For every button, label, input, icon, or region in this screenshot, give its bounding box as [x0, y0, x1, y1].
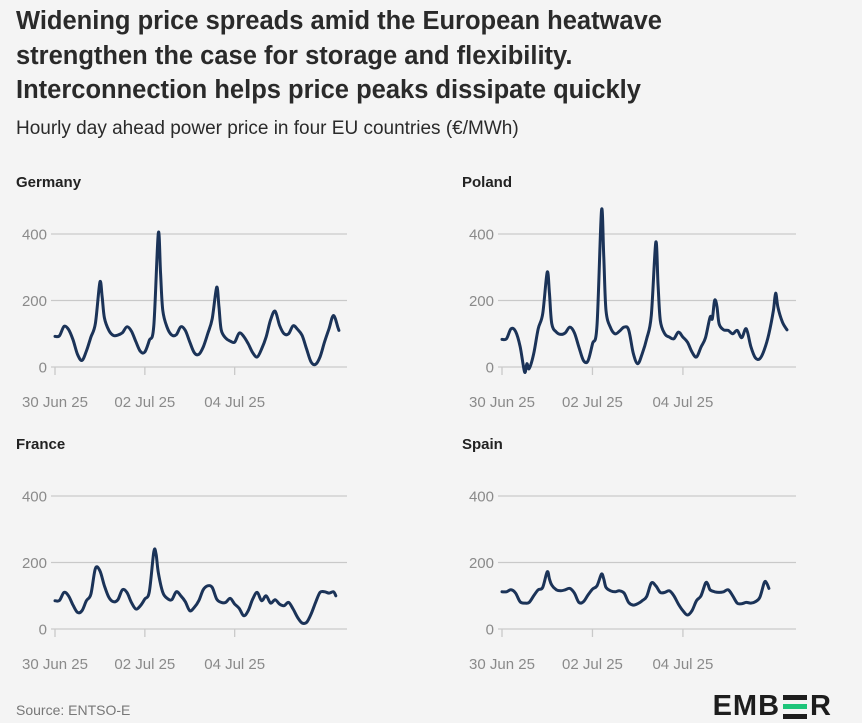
x-tick-label-2: 04 Jul 25 [204, 656, 265, 673]
y-tick-label-400: 400 [22, 227, 47, 244]
logo-e-mark [783, 694, 808, 719]
y-tick-label-0: 0 [486, 622, 494, 639]
y-tick-label-200: 200 [469, 293, 494, 310]
x-tick-label-2: 04 Jul 25 [652, 656, 713, 673]
panel-title-france: France [16, 436, 65, 453]
panel-title-germany: Germany [16, 174, 82, 191]
title-line-1: Widening price spreads amid the European… [16, 7, 662, 35]
panel-spain: Spain 0 200 400 30 Jun 25 02 Jul 25 04 Jul 25 [462, 436, 796, 673]
y-tick-label-0: 0 [39, 622, 47, 639]
logo-text-right: R [810, 690, 832, 722]
y-tick-label-200: 200 [22, 555, 47, 572]
price-line-poland [500, 207, 789, 374]
y-tick-label-400: 400 [469, 489, 494, 506]
panel-germany: Germany 0 200 400 30 Jun 25 02 Jul 25 04 Jul 2… [16, 174, 347, 411]
price-line-france [53, 547, 338, 626]
x-tick-label-0: 30 Jun 25 [22, 394, 88, 411]
x-tick-label-1: 02 Jul 25 [114, 656, 175, 673]
title-line-2: strengthen the case for storage and flex… [16, 41, 573, 70]
title-line-3: Interconnection helps price peaks dissip… [16, 76, 641, 104]
y-tick-label-0: 0 [39, 360, 47, 377]
x-tick-label-2: 04 Jul 25 [204, 394, 265, 411]
panel-france: France 0 200 400 30 Jun 25 02 Jul 25 04 Jul 25 [16, 436, 347, 673]
x-tick-label-1: 02 Jul 25 [114, 394, 175, 411]
price-line-germany [53, 230, 341, 367]
x-tick-label-0: 30 Jun 25 [469, 394, 535, 411]
y-tick-label-400: 400 [22, 489, 47, 506]
x-tick-label-2: 04 Jul 25 [652, 394, 713, 411]
y-tick-label-200: 200 [469, 555, 494, 572]
chart-subtitle: Hourly day ahead power price in four EU … [16, 118, 519, 139]
panel-title-spain: Spain [462, 436, 503, 453]
logo-text-left: EMB [712, 690, 781, 722]
y-tick-label-0: 0 [486, 360, 494, 377]
x-tick-label-1: 02 Jul 25 [562, 394, 623, 411]
x-tick-label-0: 30 Jun 25 [469, 656, 535, 673]
panel-poland: Poland 0 200 400 30 Jun 25 02 Jul 25 04 Jul 25 [462, 174, 796, 411]
price-line-spain [500, 570, 771, 617]
y-tick-label-200: 200 [22, 293, 47, 310]
ember-logo: EMB R [713, 690, 832, 723]
source-note: Source: ENTSO-E [16, 702, 131, 718]
x-tick-label-0: 30 Jun 25 [22, 656, 88, 673]
panel-title-poland: Poland [462, 174, 512, 191]
x-tick-label-1: 02 Jul 25 [562, 656, 623, 673]
chart-title: Widening price spreads amid the European… [16, 4, 846, 108]
y-tick-label-400: 400 [469, 227, 494, 244]
